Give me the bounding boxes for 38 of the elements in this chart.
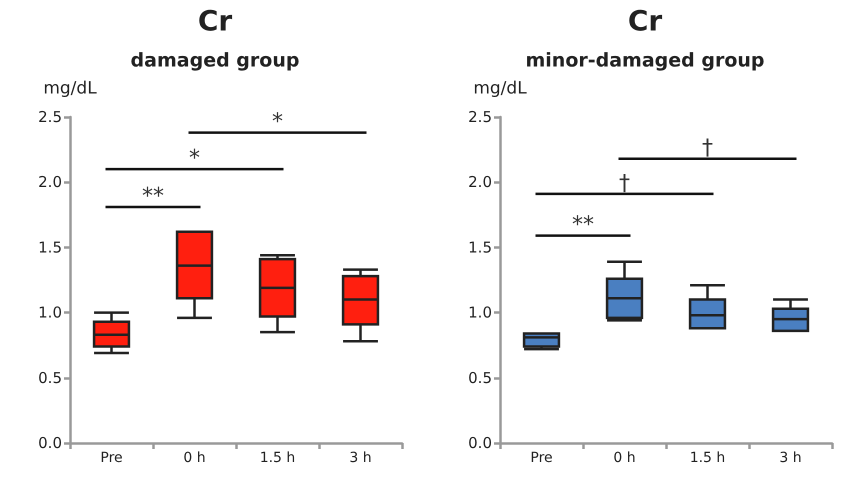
y-tick-label: 1.5 [38, 238, 62, 256]
annotation: * [189, 146, 200, 172]
chart-subtitle: damaged group [130, 50, 300, 72]
annotation: ** [142, 184, 164, 209]
significance-bracket: * [106, 146, 284, 172]
y-tick-label: 0.5 [468, 368, 492, 387]
significance-bracket: † [618, 136, 796, 161]
y-tick-label: 2.5 [468, 108, 492, 126]
y-tick-label: 0.5 [38, 368, 62, 387]
y-tick-label: 2.5 [38, 108, 62, 126]
y-tick-label: 0.0 [468, 434, 492, 452]
y-tick-label: 2.0 [468, 173, 492, 192]
y-axis-title: mg/dL [473, 78, 528, 98]
x-tick-label: Pre [530, 450, 553, 466]
y-axis-title: mg/dL [43, 78, 98, 98]
x-tick-label: 0 h [183, 450, 206, 466]
y-tick-label: 1.5 [468, 238, 492, 256]
significance-bracket: ** [536, 212, 630, 238]
significance-bracket: † [536, 170, 714, 196]
annotation: † [619, 170, 630, 196]
y-tick-label: 1.0 [468, 304, 492, 322]
y-tick-label: 0.0 [38, 434, 62, 452]
chart-title: Cr [198, 4, 232, 38]
x-tick-label: Pre [100, 450, 123, 466]
x-tick-label: 1.5 h [260, 450, 296, 466]
chart-title: Cr [628, 4, 662, 38]
x-tick-label: 0 h [613, 450, 636, 466]
x-tick-label: 3 h [349, 450, 372, 466]
chart-subtitle: minor-damaged group [525, 50, 765, 72]
significance-bracket: * [188, 110, 366, 135]
significance-bracket: ** [106, 184, 200, 209]
annotation: ** [572, 212, 594, 238]
annotation: * [272, 110, 283, 135]
x-tick-label: 1.5 h [690, 450, 726, 466]
annotation: † [702, 136, 713, 161]
y-tick-label: 1.0 [38, 304, 62, 322]
y-tick-label: 2.0 [38, 173, 62, 192]
x-tick-label: 3 h [779, 450, 802, 466]
